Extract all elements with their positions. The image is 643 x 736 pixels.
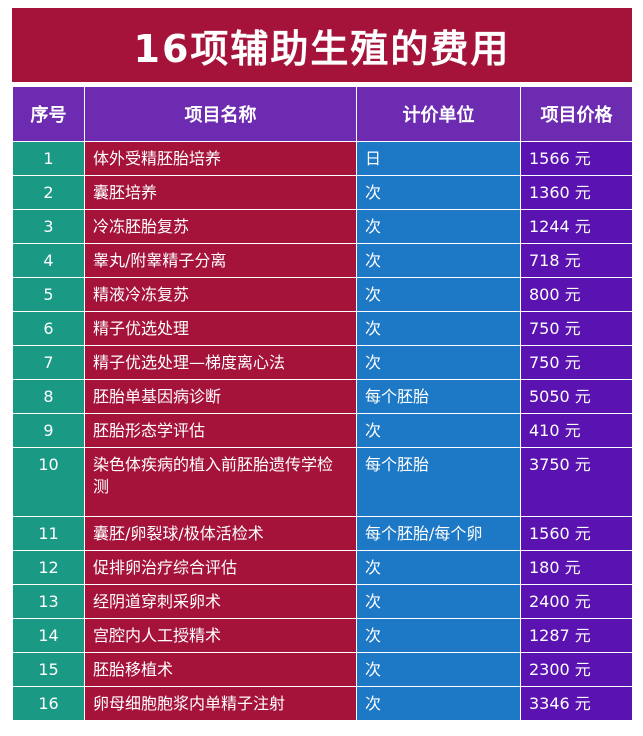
table-row: 12 促排卵治疗综合评估次 180 元 — [12, 550, 633, 585]
cell-no: 2 — [12, 175, 85, 210]
fee-table: 序号 项目名称 计价单位 项目价格 1 体外受精胚胎培养日 1566 元 2 囊胚培养次… — [12, 86, 633, 721]
cell-price: 2300 元 — [520, 652, 633, 687]
cell-price: 1360 元 — [520, 175, 633, 210]
cell-name: 经阴道穿刺采卵术 — [84, 584, 357, 619]
cell-unit: 次 — [356, 175, 521, 210]
cell-no: 1 — [12, 141, 85, 176]
page-title: 16项辅助生殖的费用 — [12, 8, 632, 82]
cell-unit: 每个胚胎 — [356, 379, 521, 414]
cell-price: 1566 元 — [520, 141, 633, 176]
table-header-row: 序号 项目名称 计价单位 项目价格 — [12, 86, 633, 142]
cell-unit: 次 — [356, 209, 521, 244]
cell-price: 800 元 — [520, 277, 633, 312]
table-row: 7 精子优选处理—梯度离心法次 750 元 — [12, 345, 633, 380]
table-row: 9 胚胎形态学评估次 410 元 — [12, 413, 633, 448]
cell-no: 11 — [12, 516, 85, 551]
header-no: 序号 — [12, 86, 85, 142]
table-row: 3 冷冻胚胎复苏次 1244 元 — [12, 209, 633, 244]
cell-price: 1244 元 — [520, 209, 633, 244]
cell-no: 9 — [12, 413, 85, 448]
cell-name: 冷冻胚胎复苏 — [84, 209, 357, 244]
cell-name: 促排卵治疗综合评估 — [84, 550, 357, 585]
cell-no: 16 — [12, 686, 85, 721]
cell-unit: 次 — [356, 584, 521, 619]
cell-unit: 每个胚胎 — [356, 447, 521, 517]
table-row: 5 精液冷冻复苏次 800 元 — [12, 277, 633, 312]
table-row: 14 宫腔内人工授精术次 1287 元 — [12, 618, 633, 653]
cell-no: 5 — [12, 277, 85, 312]
cell-price: 1287 元 — [520, 618, 633, 653]
table-body: 1 体外受精胚胎培养日 1566 元 2 囊胚培养次 1360 元 3 冷冻胚胎复苏次 1244… — [12, 141, 633, 721]
cell-unit: 次 — [356, 345, 521, 380]
cell-name: 宫腔内人工授精术 — [84, 618, 357, 653]
cell-no: 15 — [12, 652, 85, 687]
cell-name: 囊胚培养 — [84, 175, 357, 210]
cell-price: 750 元 — [520, 311, 633, 346]
cell-name: 精子优选处理—梯度离心法 — [84, 345, 357, 380]
cell-unit: 日 — [356, 141, 521, 176]
cell-unit: 每个胚胎/每个卵 — [356, 516, 521, 551]
cell-no: 4 — [12, 243, 85, 278]
cell-no: 12 — [12, 550, 85, 585]
cell-price: 3346 元 — [520, 686, 633, 721]
cell-no: 8 — [12, 379, 85, 414]
table-row: 8 胚胎单基因病诊断 每个胚胎 5050 元 — [12, 379, 633, 414]
cell-unit: 次 — [356, 618, 521, 653]
cell-price: 1560 元 — [520, 516, 633, 551]
cell-no: 14 — [12, 618, 85, 653]
cell-unit: 次 — [356, 652, 521, 687]
cell-name: 囊胚/卵裂球/极体活检术 — [84, 516, 357, 551]
cell-no: 13 — [12, 584, 85, 619]
cell-name: 染色体疾病的植入前胚胎遗传学检测 — [84, 447, 357, 517]
cell-name: 精子优选处理 — [84, 311, 357, 346]
cell-unit: 次 — [356, 413, 521, 448]
cell-name: 体外受精胚胎培养 — [84, 141, 357, 176]
table-row: 15 胚胎移植术次 2300 元 — [12, 652, 633, 687]
cell-no: 10 — [12, 447, 85, 517]
cell-name: 卵母细胞胞浆内单精子注射 — [84, 686, 357, 721]
cell-price: 2400 元 — [520, 584, 633, 619]
cell-price: 3750 元 — [520, 447, 633, 517]
cell-no: 7 — [12, 345, 85, 380]
table-row: 13 经阴道穿刺采卵术次 2400 元 — [12, 584, 633, 619]
cell-name: 胚胎单基因病诊断 — [84, 379, 357, 414]
cell-price: 750 元 — [520, 345, 633, 380]
cell-unit: 次 — [356, 550, 521, 585]
cell-no: 3 — [12, 209, 85, 244]
table-row: 6 精子优选处理次 750 元 — [12, 311, 633, 346]
header-price: 项目价格 — [520, 86, 633, 142]
header-name: 项目名称 — [84, 86, 357, 142]
header-unit: 计价单位 — [356, 86, 521, 142]
table-row: 4 睾丸/附睾精子分离次 718 元 — [12, 243, 633, 278]
cell-price: 180 元 — [520, 550, 633, 585]
cell-name: 胚胎形态学评估 — [84, 413, 357, 448]
cell-unit: 次 — [356, 243, 521, 278]
cell-unit: 次 — [356, 311, 521, 346]
table-row: 16 卵母细胞胞浆内单精子注射次 3346 元 — [12, 686, 633, 721]
cell-name: 睾丸/附睾精子分离 — [84, 243, 357, 278]
table-row: 11 囊胚/卵裂球/极体活检术 每个胚胎/每个卵 1560 元 — [12, 516, 633, 551]
table-row: 1 体外受精胚胎培养日 1566 元 — [12, 141, 633, 176]
cell-name: 精液冷冻复苏 — [84, 277, 357, 312]
cell-name: 胚胎移植术 — [84, 652, 357, 687]
cell-unit: 次 — [356, 686, 521, 721]
cell-price: 5050 元 — [520, 379, 633, 414]
cell-price: 718 元 — [520, 243, 633, 278]
cell-unit: 次 — [356, 277, 521, 312]
cell-price: 410 元 — [520, 413, 633, 448]
table-row: 10 染色体疾病的植入前胚胎遗传学检测 每个胚胎 3750 元 — [12, 447, 633, 517]
cell-no: 6 — [12, 311, 85, 346]
table-row: 2 囊胚培养次 1360 元 — [12, 175, 633, 210]
